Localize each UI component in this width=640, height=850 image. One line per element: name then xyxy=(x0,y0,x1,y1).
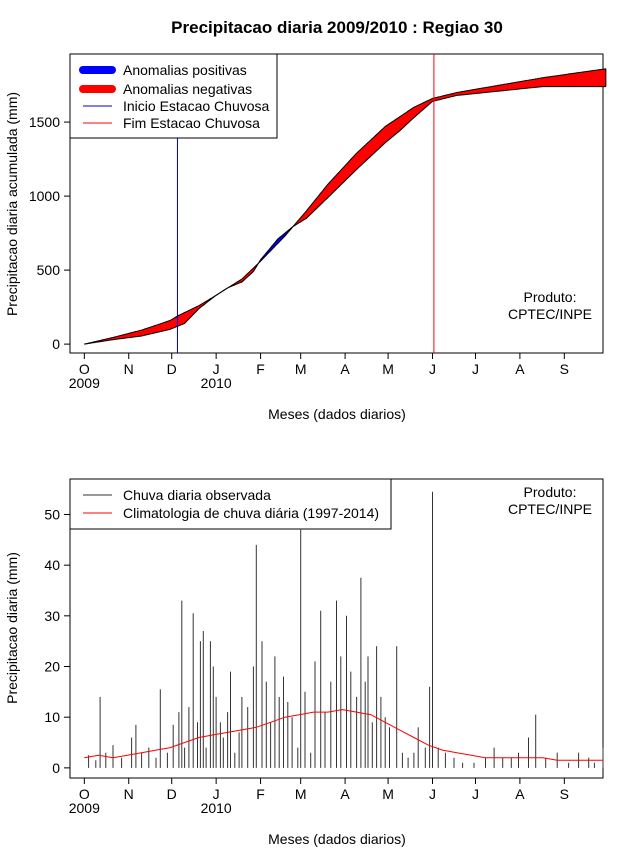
y-tick-label: 20 xyxy=(44,659,60,675)
legend-label-start: Inicio Estacao Chuvosa xyxy=(123,98,270,114)
x-tick-label: N xyxy=(124,361,134,377)
legend-label-observed: Chuva diaria observada xyxy=(123,487,271,503)
y-tick-label: 500 xyxy=(37,262,61,278)
x-tick-label: J xyxy=(472,786,479,802)
year-label: 2010 xyxy=(201,800,232,816)
accumulated-y-label: Precipitacao diaria acumulada (mm) xyxy=(4,92,20,316)
accumulated-product-source: CPTEC/INPE xyxy=(508,306,592,322)
negative-anomaly-area xyxy=(292,68,606,228)
y-tick-label: 40 xyxy=(44,557,60,573)
negative-anomaly-area xyxy=(227,262,260,288)
x-tick-label: O xyxy=(79,786,90,802)
accumulated-axes: 0 500 1000 1500 O N D J F M A M J J A S 2009 2010 xyxy=(29,114,569,391)
legend-label-end: Fim Estacao Chuvosa xyxy=(123,115,260,131)
daily-product-label: Produto: xyxy=(524,484,577,500)
observed-accumulated-line xyxy=(84,86,606,345)
x-tick-label: A xyxy=(515,361,525,377)
daily-panel: 0 10 20 30 40 50 O N D J F M A M J J A S 2009 2010 Precipit… xyxy=(4,478,604,847)
x-tick-label: S xyxy=(560,786,569,802)
x-tick-label: J xyxy=(429,786,436,802)
accumulated-plot-area xyxy=(84,54,607,353)
x-tick-label: J xyxy=(213,361,220,377)
legend-label-positive: Anomalias positivas xyxy=(123,62,247,78)
legend-label-climatology: Climatologia de chuva diária (1997-2014) xyxy=(123,505,379,521)
daily-legend-box xyxy=(69,478,392,530)
x-tick-label: D xyxy=(167,786,177,802)
x-tick-label: J xyxy=(429,361,436,377)
x-tick-label: S xyxy=(560,361,569,377)
x-tick-label: F xyxy=(256,786,265,802)
x-tick-label: M xyxy=(382,361,394,377)
y-tick-label: 0 xyxy=(52,336,60,352)
x-tick-label: A xyxy=(340,786,350,802)
x-tick-label: M xyxy=(295,786,307,802)
y-tick-label: 0 xyxy=(52,760,60,776)
x-tick-label: M xyxy=(295,361,307,377)
x-tick-label: A xyxy=(340,361,350,377)
accumulated-x-label: Meses (dados diarios) xyxy=(268,406,406,422)
climatology-accumulated-line xyxy=(84,68,606,345)
y-tick-label: 10 xyxy=(44,709,60,725)
negative-anomaly-area xyxy=(84,295,217,345)
accumulated-legend: Anomalias positivas Anomalias negativas … xyxy=(69,53,278,139)
x-tick-label: N xyxy=(124,786,134,802)
x-tick-label: M xyxy=(382,786,394,802)
daily-legend: Chuva diaria observada Climatologia de c… xyxy=(69,478,392,530)
y-tick-label: 30 xyxy=(44,608,60,624)
daily-axes: 0 10 20 30 40 50 O N D J F M A M J J A S 2009 2010 xyxy=(44,506,569,816)
year-label: 2010 xyxy=(201,375,232,391)
accumulated-plot-frame xyxy=(69,53,604,354)
x-tick-label: J xyxy=(472,361,479,377)
y-tick-label: 50 xyxy=(44,506,60,522)
y-tick-label: 1000 xyxy=(29,188,60,204)
x-tick-label: D xyxy=(167,361,177,377)
daily-x-label: Meses (dados diarios) xyxy=(268,831,406,847)
year-label: 2009 xyxy=(69,375,100,391)
x-tick-label: F xyxy=(256,361,265,377)
accumulated-panel: 0 500 1000 1500 O N D J F M A M J J A S 2009 2010 Precipi… xyxy=(4,53,607,422)
x-tick-label: O xyxy=(79,361,90,377)
x-tick-label: A xyxy=(515,786,525,802)
y-tick-label: 1500 xyxy=(29,114,60,130)
daily-product-source: CPTEC/INPE xyxy=(508,501,592,517)
legend-label-negative: Anomalias negativas xyxy=(123,81,252,97)
chart-title: Precipitacao diaria 2009/2010 : Regiao 3… xyxy=(171,18,503,37)
daily-plot-area xyxy=(84,491,604,768)
daily-climatology-line xyxy=(84,709,603,761)
year-label: 2009 xyxy=(69,800,100,816)
accumulated-product-label: Produto: xyxy=(524,289,577,305)
daily-y-label: Precipitacao diaria (mm) xyxy=(4,552,20,704)
x-tick-label: J xyxy=(213,786,220,802)
